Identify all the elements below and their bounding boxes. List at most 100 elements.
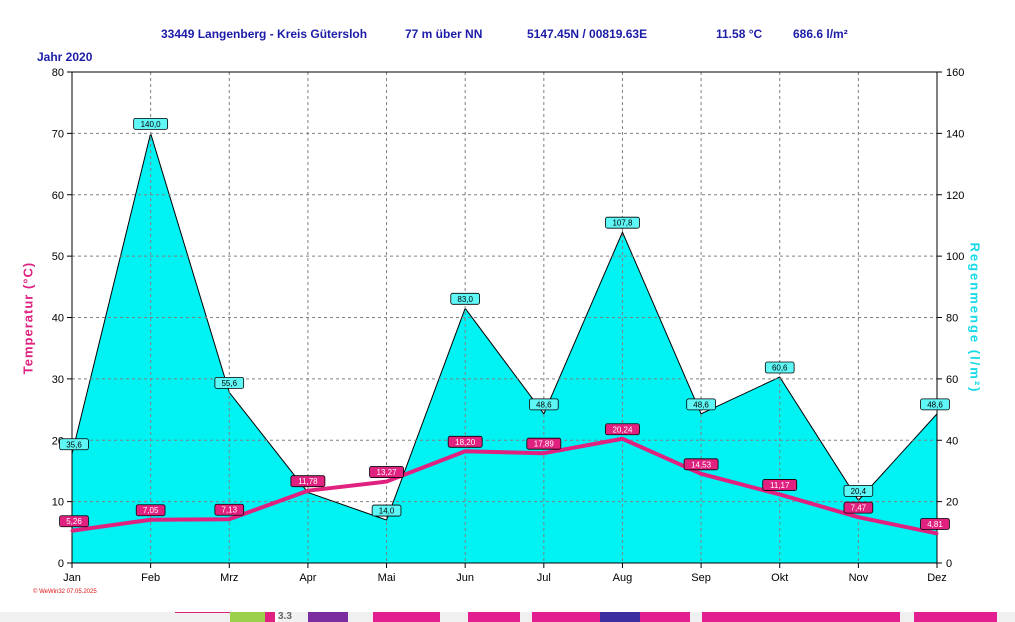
- temperature-data-label-text: 5,26: [66, 517, 82, 526]
- y2-tick-label: 0: [946, 558, 952, 570]
- rain-data-label: 107,8: [605, 216, 640, 229]
- temperature-data-label: 14,53: [683, 458, 719, 471]
- temperature-data-label: 20,24: [605, 423, 640, 436]
- temperature-point: [385, 480, 389, 484]
- rain-data-label-text: 107,8: [612, 219, 633, 228]
- temperature-data-label-text: 7,05: [143, 506, 159, 515]
- y-tick-label: 70: [52, 128, 64, 140]
- rain-data-label-box: [529, 398, 559, 411]
- software-credit: © WeWin32 07.05.2025: [33, 589, 97, 595]
- x-tick-label: Mai: [378, 572, 396, 584]
- temperature-data-label-box: [290, 475, 326, 488]
- y-tick-label: 10: [52, 497, 64, 509]
- temperature-point: [70, 529, 74, 533]
- temperature-data-label: 7,05: [135, 504, 166, 517]
- rain-data-label: 55,6: [214, 376, 245, 389]
- temperature-data-label-text: 14,53: [691, 460, 712, 469]
- rain-data-label: 140,0: [133, 117, 169, 130]
- y-tick-label: 0: [58, 558, 64, 570]
- rain-data-label-box: [214, 376, 245, 389]
- temperature-data-label-text: 11,78: [298, 477, 318, 486]
- chart-header: 33449 Langenberg - Kreis Gütersloh 77 m …: [0, 27, 1015, 45]
- year-label: Jahr 2020: [37, 50, 93, 64]
- rain-data-label: 48,6: [920, 398, 950, 411]
- temperature-data-label: 11,17: [762, 479, 798, 491]
- temperature-data-label: 13,27: [369, 466, 404, 478]
- rain-data-label: 14,0: [371, 504, 402, 517]
- y2-tick-label: 60: [946, 374, 958, 386]
- y-tick-label: 40: [52, 313, 64, 325]
- rain-data-label: 60,6: [764, 361, 795, 374]
- rain-data-label-text: 48,6: [927, 400, 943, 409]
- temperature-data-label-box: [369, 466, 404, 478]
- rain-data-label-box: [371, 504, 402, 517]
- rain-data-label-box: [59, 438, 89, 451]
- rain-data-label: 83,0: [450, 292, 480, 305]
- x-tick-label: Okt: [771, 572, 788, 584]
- y2-tick-label: 140: [946, 128, 964, 140]
- y-tick-label: 50: [52, 251, 64, 263]
- y2-tick-label: 160: [946, 67, 964, 79]
- temperature-point: [620, 437, 624, 441]
- temperature-data-label-box: [214, 503, 245, 516]
- y2-tick-label: 40: [946, 435, 958, 447]
- average-temperature: 11.58 °C: [716, 27, 763, 41]
- temperature-data-label-text: 4,81: [927, 520, 943, 529]
- rain-data-label-box: [605, 216, 640, 229]
- x-tick-label: Apr: [299, 572, 316, 584]
- rain-data-label-text: 35,6: [66, 440, 82, 449]
- temperature-data-label-box: [135, 504, 166, 517]
- temperature-data-label-text: 13,27: [377, 468, 398, 477]
- y-axis-label-temperature: Temperatur (°C): [20, 261, 36, 375]
- rain-data-label: 48,6: [686, 398, 716, 411]
- x-tick-label: Feb: [141, 572, 160, 584]
- rain-outline: [71, 131, 938, 521]
- temperature-data-label-text: 18,20: [455, 438, 476, 447]
- rain-data-label-text: 20,4: [851, 487, 867, 496]
- temperature-data-label-box: [920, 518, 950, 530]
- temperature-data-label: 7,13: [214, 503, 245, 516]
- rain-data-label-text: 140,0: [141, 120, 162, 129]
- temperature-data-label-text: 7,47: [851, 504, 867, 513]
- total-rainfall: 686.6 l/m²: [793, 27, 848, 41]
- temperature-point: [856, 515, 860, 519]
- rain-area: [72, 133, 937, 563]
- rain-data-label: 20,4: [843, 484, 874, 497]
- temperature-data-label-box: [447, 435, 483, 448]
- rain-data-label-text: 83,0: [457, 295, 473, 304]
- taskbar-strip: 3.3: [0, 612, 1015, 622]
- rain-data-label-box: [843, 484, 874, 497]
- rain-data-label-text: 48,6: [693, 400, 709, 409]
- station-name: 33449 Langenberg - Kreis Gütersloh: [161, 27, 368, 41]
- rain-data-label-text: 48,6: [536, 400, 552, 409]
- temperature-data-label-text: 20,24: [612, 425, 633, 434]
- rain-data-label: 35,6: [59, 438, 89, 451]
- rain-data-label-text: 60,6: [772, 364, 788, 373]
- x-tick-label: Dez: [927, 572, 947, 584]
- temperature-data-label: 11,78: [290, 475, 326, 488]
- y2-tick-label: 120: [946, 190, 964, 202]
- temperature-data-label: 7,47: [843, 501, 874, 514]
- rain-data-label-box: [133, 117, 169, 130]
- taskbar-label: 3.3: [278, 612, 308, 622]
- x-tick-label: Aug: [613, 572, 633, 584]
- temperature-point: [149, 518, 153, 522]
- x-tick-label: Jul: [537, 572, 551, 584]
- temperature-data-label-text: 17,89: [534, 440, 555, 449]
- y-tick-label: 80: [52, 67, 64, 79]
- rain-data-label-box: [920, 398, 950, 411]
- x-tick-label: Mrz: [220, 572, 238, 584]
- temperature-data-label: 18,20: [447, 435, 483, 448]
- temperature-data-label-text: 7,13: [221, 506, 237, 515]
- rain-data-label-box: [450, 292, 480, 305]
- temperature-data-label-box: [683, 458, 719, 471]
- rain-data-label-text: 14,0: [379, 507, 395, 516]
- rain-data-label-text: 55,6: [221, 379, 237, 388]
- rain-data-label: 48,6: [529, 398, 559, 411]
- rain-data-label-box: [686, 398, 716, 411]
- temperature-point: [778, 492, 782, 496]
- y2-tick-label: 100: [946, 251, 964, 263]
- temperature-data-label-text: 11,17: [770, 481, 790, 490]
- x-tick-label: Sep: [691, 572, 711, 584]
